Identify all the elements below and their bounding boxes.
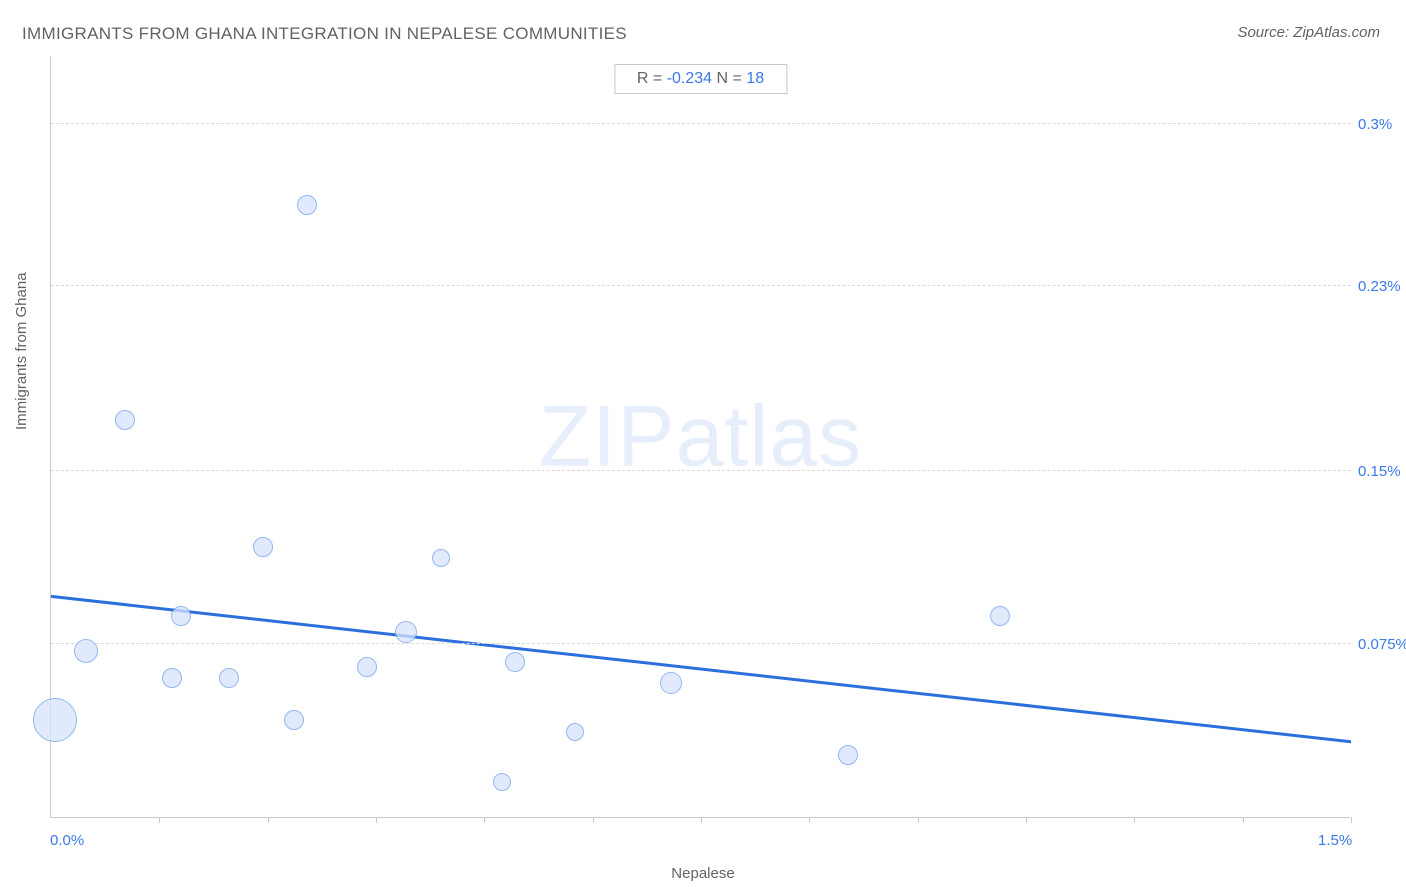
data-point xyxy=(162,668,182,688)
n-value: 18 xyxy=(746,70,764,87)
y-tick-label: 0.075% xyxy=(1358,636,1406,653)
r-value: -0.234 xyxy=(667,70,712,87)
x-tick xyxy=(809,817,810,823)
x-tick xyxy=(918,817,919,823)
gridline xyxy=(51,470,1351,471)
x-tick xyxy=(1351,817,1352,823)
x-tick xyxy=(484,817,485,823)
n-label: N = xyxy=(712,70,746,87)
x-axis-title: Nepalese xyxy=(0,865,1406,882)
x-tick xyxy=(1243,817,1244,823)
r-label: R = xyxy=(637,70,667,87)
data-point xyxy=(838,745,858,765)
data-point xyxy=(284,710,304,730)
data-point xyxy=(493,773,511,791)
data-point xyxy=(115,410,135,430)
data-point xyxy=(297,195,317,215)
stats-box: R = -0.234 N = 18 xyxy=(614,64,787,94)
trend-line xyxy=(51,56,1351,818)
y-tick-label: 0.3% xyxy=(1358,116,1392,133)
data-point xyxy=(395,621,417,643)
x-tick xyxy=(1134,817,1135,823)
y-tick-label: 0.23% xyxy=(1358,278,1401,295)
x-tick xyxy=(268,817,269,823)
data-point xyxy=(253,537,273,557)
x-tick xyxy=(1026,817,1027,823)
data-point xyxy=(432,549,450,567)
data-point xyxy=(219,668,239,688)
data-point xyxy=(171,606,191,626)
y-tick-label: 0.15% xyxy=(1358,463,1401,480)
watermark: ZIPatlas xyxy=(539,387,862,486)
data-point xyxy=(33,698,77,742)
chart-container: IMMIGRANTS FROM GHANA INTEGRATION IN NEP… xyxy=(0,0,1406,892)
x-tick xyxy=(701,817,702,823)
plot-area: ZIPatlas R = -0.234 N = 18 xyxy=(50,56,1350,818)
y-axis-title: Immigrants from Ghana xyxy=(13,272,30,430)
chart-title: IMMIGRANTS FROM GHANA INTEGRATION IN NEP… xyxy=(22,24,627,44)
x-min-label: 0.0% xyxy=(50,832,84,849)
data-point xyxy=(357,657,377,677)
x-tick xyxy=(159,817,160,823)
x-tick xyxy=(376,817,377,823)
data-point xyxy=(660,672,682,694)
x-tick xyxy=(593,817,594,823)
data-point xyxy=(990,606,1010,626)
source-attribution: Source: ZipAtlas.com xyxy=(1237,24,1380,41)
data-point xyxy=(505,652,525,672)
gridline xyxy=(51,285,1351,286)
data-point xyxy=(566,723,584,741)
gridline xyxy=(51,123,1351,124)
gridline xyxy=(51,643,1351,644)
x-max-label: 1.5% xyxy=(1318,832,1352,849)
